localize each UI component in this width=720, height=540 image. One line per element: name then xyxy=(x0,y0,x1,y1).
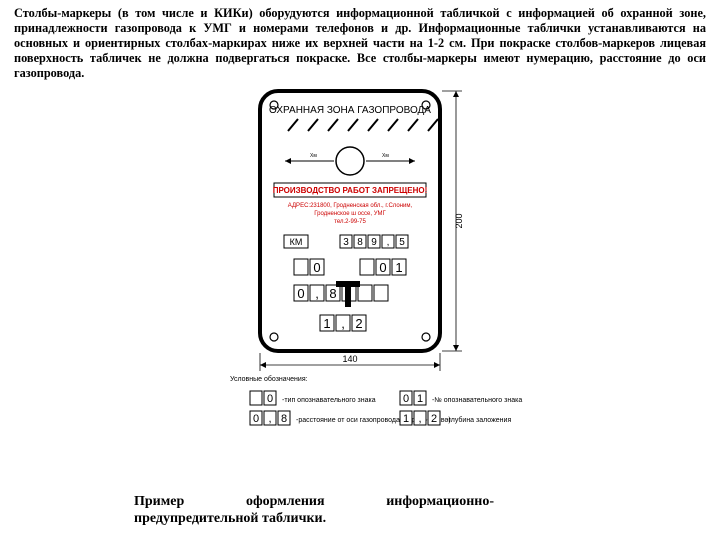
svg-text:1: 1 xyxy=(395,260,402,275)
svg-text:0: 0 xyxy=(403,393,409,405)
svg-text:Гродненское ш оссе, УМГ: Гродненское ш оссе, УМГ xyxy=(314,211,386,217)
svg-text:8: 8 xyxy=(357,237,363,248)
svg-text:2: 2 xyxy=(431,413,437,425)
svg-text:1: 1 xyxy=(417,393,423,405)
svg-text:,: , xyxy=(341,316,345,331)
svg-text:-тип опознавательного знака: -тип опознавательного знака xyxy=(282,397,376,404)
svg-text:8: 8 xyxy=(281,413,287,425)
svg-text:0: 0 xyxy=(313,260,320,275)
svg-text:ПРОИЗВОДСТВО РАБОТ ЗАПРЕЩЕНО!: ПРОИЗВОДСТВО РАБОТ ЗАПРЕЩЕНО! xyxy=(273,186,428,195)
svg-text:,: , xyxy=(268,413,271,425)
figure-caption: Пример оформления информационно-предупре… xyxy=(134,494,494,528)
svg-text:9: 9 xyxy=(371,237,377,248)
svg-text:0: 0 xyxy=(267,393,273,405)
svg-text:,: , xyxy=(315,286,319,301)
svg-text:1: 1 xyxy=(323,316,330,331)
svg-text:140: 140 xyxy=(342,354,357,364)
svg-text:-расстояние от оси газопровода: -расстояние от оси газопровода (вправо-в… xyxy=(296,417,451,424)
svg-text:Хм: Хм xyxy=(382,153,389,159)
svg-text:Условные обозначения:: Условные обозначения: xyxy=(230,375,308,383)
svg-text:0: 0 xyxy=(297,286,304,301)
svg-text:3: 3 xyxy=(343,237,349,248)
svg-text:АДРЕС:231800, Гродненская обл.: АДРЕС:231800, Гродненская обл., г.Слоним… xyxy=(288,203,413,209)
svg-text:Хм: Хм xyxy=(310,153,317,159)
svg-text:тел.2-99-75: тел.2-99-75 xyxy=(334,219,366,225)
svg-text:200: 200 xyxy=(454,213,464,228)
svg-text:КМ: КМ xyxy=(290,237,303,247)
svg-text:0: 0 xyxy=(379,260,386,275)
svg-text:2: 2 xyxy=(355,316,362,331)
intro-paragraph: Столбы-маркеры (в том числе и КИКи) обор… xyxy=(14,6,706,81)
svg-text:0: 0 xyxy=(253,413,259,425)
svg-text:-глубина заложения: -глубина заложения xyxy=(446,416,511,424)
svg-text:1: 1 xyxy=(403,413,409,425)
svg-text:-№ опознавательного знака: -№ опознавательного знака xyxy=(432,397,522,404)
svg-text:,: , xyxy=(387,237,390,248)
svg-text:8: 8 xyxy=(329,286,336,301)
svg-text:ОХРАННАЯ ЗОНА ГАЗОПРОВОДА: ОХРАННАЯ ЗОНА ГАЗОПРОВОДА xyxy=(269,105,431,116)
svg-text:,: , xyxy=(418,413,421,425)
svg-text:5: 5 xyxy=(399,237,405,248)
figure: ОХРАННАЯ ЗОНА ГАЗОПРОВОДА Хм Хм ПРОИЗВОДСТВ… xyxy=(14,85,706,490)
plate-diagram: ОХРАННАЯ ЗОНА ГАЗОПРОВОДА Хм Хм ПРОИЗВОДСТВ… xyxy=(150,85,570,485)
